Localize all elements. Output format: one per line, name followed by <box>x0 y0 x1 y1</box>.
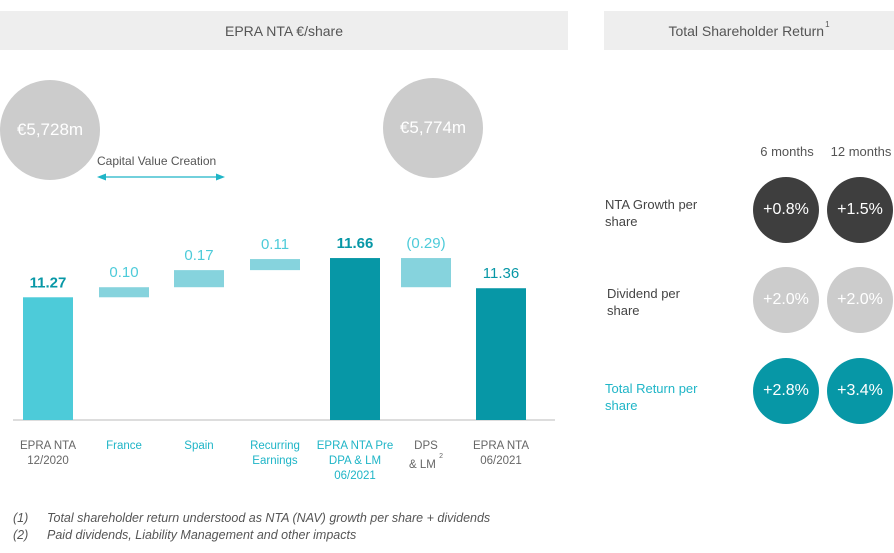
x-tick-label-0: EPRA NTA 12/2020 <box>3 439 93 469</box>
footnote-2: (2) Paid dividends, Liability Management … <box>13 528 356 542</box>
col-head-12m: 12 months <box>830 144 892 159</box>
row-label-line: Total Return per <box>605 381 698 396</box>
tsr-header: Total Shareholder Return 1 <box>604 11 894 50</box>
x-tick-label-line: & LM 2 <box>409 453 443 471</box>
nav-start-value: €5,728m <box>16 120 84 139</box>
x-tick-superscript: 2 <box>439 453 443 460</box>
col-head-6m: 6 months <box>760 144 814 159</box>
x-tick-label-6: EPRA NTA 06/2021 <box>456 439 546 469</box>
x-tick-label-line: Recurring <box>250 440 300 452</box>
x-tick-label-line: Earnings <box>252 455 298 467</box>
footnote-1: (1) Total shareholder return understood a… <box>13 511 490 525</box>
tsr-footnote-mark: 1 <box>825 20 830 29</box>
row-label-total-return: Total Return per share <box>605 380 725 414</box>
footnote-number: (2) <box>13 528 29 542</box>
data-label-6: 11.36 <box>483 265 519 282</box>
waterfall-chart: 11.27 0.10 0.17 0.11 11.66 (0.29) 11.36 <box>13 173 555 421</box>
tsr-circle-dividend-12m: +2.0% <box>827 267 893 333</box>
x-tick-label-line: Spain <box>184 440 214 452</box>
x-tick-label-1: France <box>79 439 169 454</box>
tsr-value: +2.0% <box>763 291 809 308</box>
x-tick-label-5: DPS & LM 2 <box>381 439 471 473</box>
tsr-value: +3.4% <box>837 382 883 399</box>
data-label-4: 11.66 <box>337 235 374 252</box>
bar-0 <box>23 297 73 420</box>
data-label-3: 0.11 <box>261 236 289 253</box>
data-label-1: 0.10 <box>109 264 138 281</box>
row-label-line: share <box>607 303 640 318</box>
footnote-number: (1) <box>13 511 29 525</box>
x-tick-label-4: EPRA NTA Pre DPA & LM 06/2021 <box>310 439 400 484</box>
chart-title: EPRA NTA €/share <box>224 22 343 39</box>
tsr-value: +1.5% <box>837 201 883 218</box>
data-label-0: 11.27 <box>30 274 67 291</box>
row-label-dividend: Dividend per share <box>607 285 727 319</box>
tsr-circle-total-12m: +3.4% <box>827 358 893 424</box>
x-tick-label-line: 12/2020 <box>27 455 69 467</box>
row-label-line: Dividend per <box>607 286 680 301</box>
row-label-nta-growth: NTA Growth per share <box>605 196 725 230</box>
bar-6 <box>476 288 526 420</box>
capital-value-creation-arrow <box>97 173 225 181</box>
tsr-circle-nta-12m: +1.5% <box>827 177 893 243</box>
capital-value-creation-label: Capital Value Creation <box>97 154 217 168</box>
x-tick-label-2: Spain <box>154 439 244 454</box>
tsr-circle-nta-6m: +0.8% <box>753 177 819 243</box>
x-tick-label-line: 06/2021 <box>480 455 522 467</box>
x-tick-label-line: DPS <box>414 440 438 452</box>
tsr-circle-dividend-6m: +2.0% <box>753 267 819 333</box>
tsr-value: +0.8% <box>763 201 809 218</box>
bar-3 <box>250 259 300 271</box>
tsr-value: +2.0% <box>837 291 883 308</box>
chart-header: EPRA NTA €/share <box>0 11 568 50</box>
footnote-text: Total shareholder return understood as N… <box>47 511 491 525</box>
row-label-line: share <box>605 398 638 413</box>
bar-5 <box>401 258 451 288</box>
bar-2 <box>174 270 224 288</box>
bar-1 <box>99 287 149 298</box>
tsr-value: +2.8% <box>763 382 809 399</box>
nav-end-value: €5,774m <box>399 118 467 137</box>
data-label-5: (0.29) <box>406 235 445 252</box>
row-label-line: NTA Growth per <box>605 197 698 212</box>
row-label-line: share <box>605 214 638 229</box>
x-tick-label-3: Recurring Earnings <box>230 439 320 469</box>
data-label-2: 0.17 <box>184 247 213 264</box>
x-tick-label-line: EPRA NTA Pre <box>316 440 394 452</box>
x-tick-label-line: France <box>106 440 142 452</box>
x-tick-label-line: 06/2021 <box>334 470 376 482</box>
bar-4 <box>330 258 380 420</box>
x-tick-label-line: DPA & LM <box>328 455 382 467</box>
nav-end-circle: €5,774m <box>383 78 483 178</box>
tsr-title: Total Shareholder Return <box>668 22 825 39</box>
x-tick-label-line: EPRA NTA <box>472 440 530 452</box>
footnote-text: Paid dividends, Liability Management and… <box>47 528 357 542</box>
nav-start-circle: €5,728m <box>0 80 100 180</box>
tsr-circle-total-6m: +2.8% <box>753 358 819 424</box>
x-tick-label-line: EPRA NTA <box>19 440 77 452</box>
